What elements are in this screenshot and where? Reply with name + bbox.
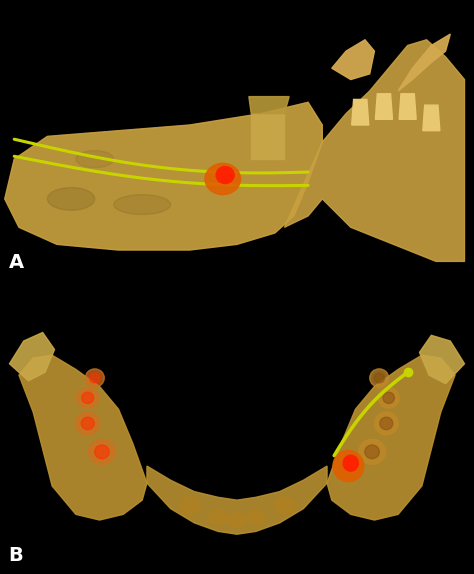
Ellipse shape <box>209 509 228 525</box>
Ellipse shape <box>82 392 94 404</box>
Ellipse shape <box>365 445 379 459</box>
Ellipse shape <box>374 373 384 383</box>
Polygon shape <box>249 96 289 114</box>
Ellipse shape <box>343 455 358 471</box>
Ellipse shape <box>378 387 399 408</box>
Polygon shape <box>327 355 455 520</box>
Polygon shape <box>375 94 392 119</box>
Polygon shape <box>327 355 455 520</box>
Text: B: B <box>9 546 23 565</box>
Polygon shape <box>251 114 284 159</box>
Polygon shape <box>332 40 374 80</box>
Polygon shape <box>5 102 322 250</box>
Ellipse shape <box>90 373 100 383</box>
Ellipse shape <box>76 150 114 168</box>
Ellipse shape <box>274 497 295 515</box>
Polygon shape <box>19 355 147 520</box>
Ellipse shape <box>246 509 265 525</box>
Polygon shape <box>284 40 465 261</box>
Polygon shape <box>19 355 147 520</box>
Polygon shape <box>419 335 465 383</box>
Ellipse shape <box>85 369 104 387</box>
Polygon shape <box>352 99 369 125</box>
Ellipse shape <box>374 412 398 435</box>
Text: A: A <box>9 253 24 272</box>
Ellipse shape <box>380 417 393 430</box>
Ellipse shape <box>205 164 241 195</box>
Polygon shape <box>423 105 440 131</box>
Polygon shape <box>398 34 450 91</box>
Ellipse shape <box>89 439 115 464</box>
Ellipse shape <box>359 439 385 464</box>
Ellipse shape <box>95 445 109 459</box>
Ellipse shape <box>333 451 364 482</box>
Ellipse shape <box>370 369 389 387</box>
Ellipse shape <box>47 188 95 210</box>
Ellipse shape <box>383 392 394 404</box>
Ellipse shape <box>77 387 99 408</box>
Ellipse shape <box>81 417 94 430</box>
Ellipse shape <box>76 412 100 435</box>
Ellipse shape <box>216 166 234 184</box>
Polygon shape <box>9 332 55 381</box>
Ellipse shape <box>179 497 200 515</box>
Polygon shape <box>399 94 416 119</box>
Polygon shape <box>147 466 327 534</box>
Ellipse shape <box>114 195 171 215</box>
Polygon shape <box>5 102 322 250</box>
Ellipse shape <box>228 513 246 528</box>
